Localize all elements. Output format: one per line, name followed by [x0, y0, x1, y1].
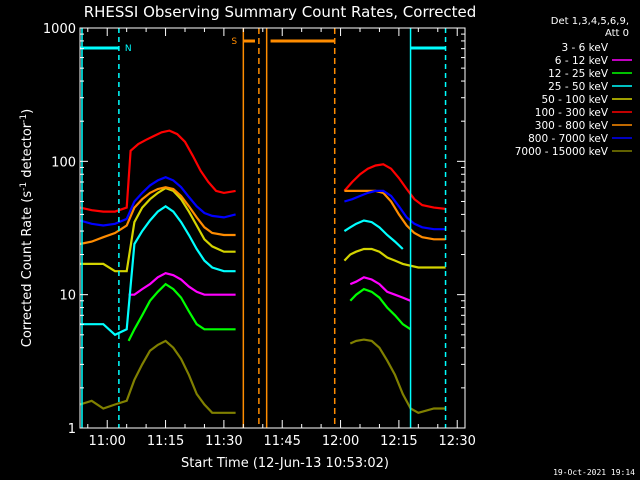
x-tick-label-0: 11:00 [88, 434, 125, 449]
series-line-0-0 [127, 299, 237, 384]
x-tick-label-5: 12:15 [380, 434, 417, 449]
y-tick-label-0: 1 [68, 422, 76, 437]
series-line-6-1 [344, 189, 446, 241]
series-line-4-1 [343, 247, 446, 269]
y-axis-label: Corrected Count Rate (s-1 detector-1) [19, 109, 35, 347]
series-line-5-0 [79, 129, 236, 213]
y-axis-label-group: Corrected Count Rate (s-1 detector-1) [19, 109, 35, 347]
series-line-3-1 [343, 219, 404, 250]
legend-label-3: 25 - 50 keV [548, 81, 609, 93]
y-axis-label-main: Corrected Count Rate (s [20, 191, 35, 348]
legend-label-4: 50 - 100 keV [541, 94, 608, 106]
y-axis-label-mid: detector [20, 122, 35, 182]
x-tick-label-6: 12:30 [438, 434, 475, 449]
legend-label-1: 6 - 12 keV [555, 55, 609, 67]
legend-header-0: Det 1,3,4,5,6,9, [551, 16, 629, 27]
saa-label: S [231, 37, 237, 47]
series-line-6-0 [79, 186, 236, 246]
legend-label-6: 300 - 800 keV [535, 120, 609, 132]
y-tick-label-1: 10 [59, 289, 76, 304]
night-label: N [125, 44, 132, 54]
legend-label-8: 7000 - 15000 keV [515, 146, 609, 158]
series-line-1-0 [128, 272, 236, 296]
x-tick-label-1: 11:15 [147, 434, 184, 449]
series-layer [79, 129, 446, 414]
x-tick-label-3: 11:45 [263, 434, 300, 449]
x-axis-label: Start Time (12-Jun-13 10:53:02) [181, 456, 389, 471]
axis-ticks: 11:00 11:15 11:30 11:45 12:00 12:15 12:30 1 10 10… [43, 22, 476, 449]
series-line-2-0 [127, 282, 236, 342]
legend-label-5: 100 - 300 keV [535, 107, 609, 119]
footer-timestamp: 19-Oct-2021 19:14 [553, 468, 635, 477]
series-line-8-0 [79, 339, 236, 414]
series-line-7-1 [344, 189, 446, 231]
x-tick-label-4: 12:00 [322, 434, 359, 449]
plot-frame [79, 27, 466, 429]
series-line-4-0 [80, 186, 236, 273]
y-axis-label-sup1: -1 [19, 182, 29, 191]
x-tick-label-2: 11:30 [205, 434, 242, 449]
y-axis-label-end: ) [20, 109, 35, 114]
series-line-3-0 [80, 204, 236, 337]
series-line-7-0 [79, 176, 236, 227]
legend-header-1: Att 0 [605, 28, 629, 39]
legend-label-2: 12 - 25 keV [548, 68, 609, 80]
series-line-0-1 [349, 306, 397, 365]
series-line-1-1 [349, 276, 412, 302]
legend-label-0: 3 - 6 keV [561, 42, 608, 54]
y-tick-label-3: 1000 [43, 22, 76, 37]
legend-label-7: 800 - 7000 keV [528, 133, 609, 145]
annotation-layer: NS [80, 28, 447, 428]
series-line-8-1 [349, 338, 446, 414]
series-line-5-1 [343, 163, 446, 210]
y-axis-label-sup2: -1 [19, 114, 29, 123]
series-line-2-1 [349, 287, 412, 331]
chart-title: RHESSI Observing Summary Count Rates, Co… [84, 3, 477, 21]
y-tick-label-2: 100 [51, 155, 76, 170]
